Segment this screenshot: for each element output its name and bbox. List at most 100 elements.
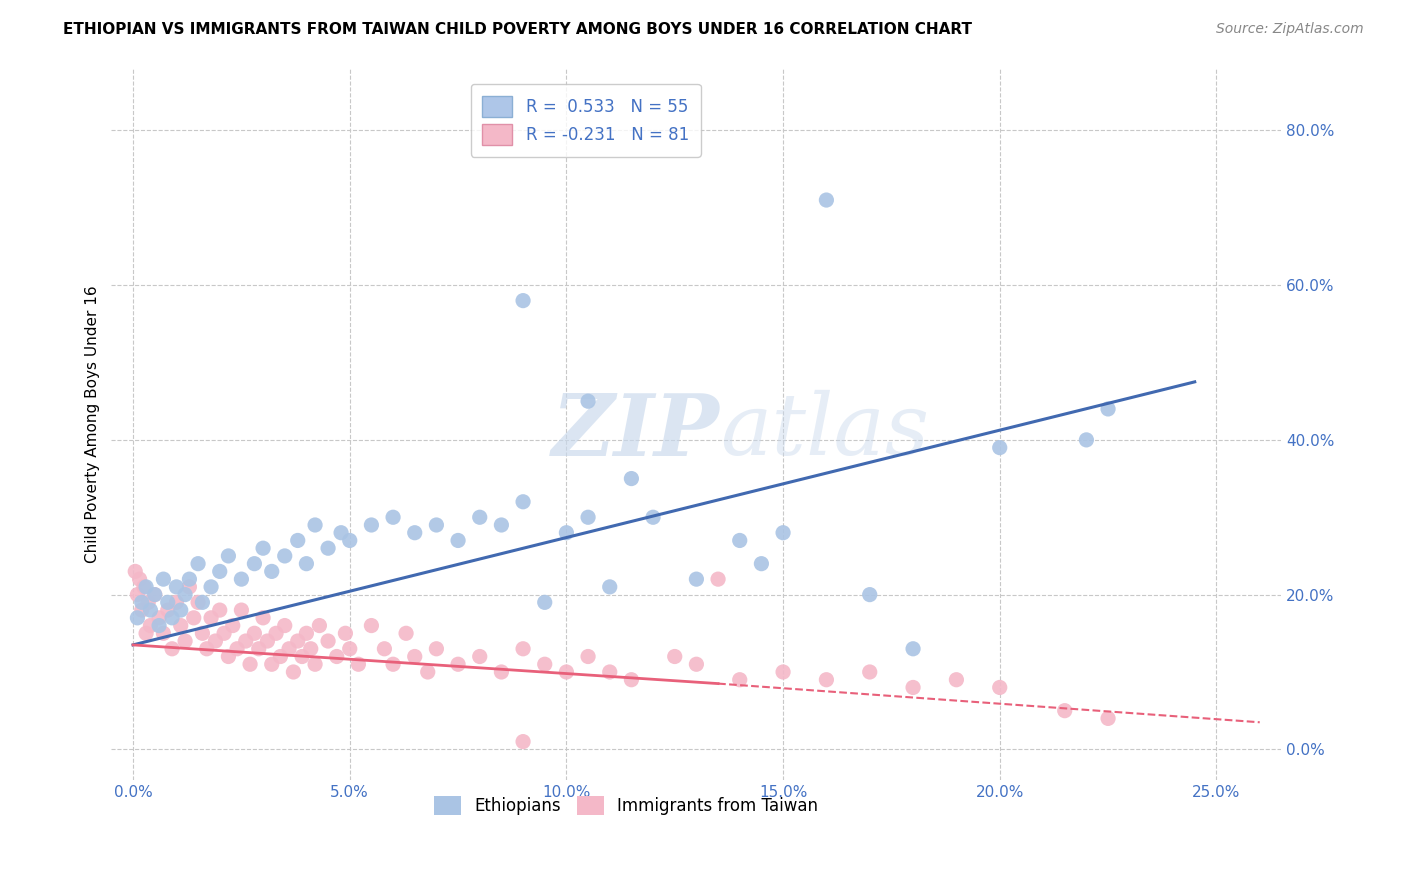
Point [165,580,187,594]
Point [208,603,231,617]
Point [316,634,339,648]
Point [127,588,149,602]
Point [128,572,150,586]
Point [360,618,382,632]
Point [664,649,686,664]
Point [316,541,339,556]
Point [576,394,599,409]
Point [728,533,751,548]
Point [404,525,426,540]
Point [859,665,882,679]
Point [191,595,214,609]
Point [945,673,967,687]
Point [243,557,266,571]
Point [274,618,297,632]
Point [360,518,382,533]
Point [339,641,361,656]
Point [222,618,245,632]
Point [304,518,326,533]
Point [208,565,231,579]
Point [512,734,534,748]
Point [308,618,330,632]
Point [143,588,166,602]
Point [447,657,470,672]
Point [235,634,257,648]
Point [468,649,491,664]
Point [131,595,153,609]
Point [685,572,707,586]
Point [815,193,838,207]
Point [620,472,643,486]
Point [599,580,621,594]
Point [533,657,555,672]
Point [339,533,361,548]
Point [555,665,578,679]
Point [447,533,470,548]
Point [247,641,270,656]
Point [252,541,274,556]
Point [988,441,1011,455]
Point [330,525,353,540]
Point [212,626,235,640]
Point [283,665,305,679]
Point [231,572,253,586]
Point [160,641,183,656]
Point [382,510,405,524]
Point [295,626,318,640]
Point [491,518,513,533]
Point [136,595,159,609]
Text: ZIP: ZIP [553,390,720,474]
Point [139,618,162,632]
Point [139,603,162,617]
Point [416,665,439,679]
Point [124,565,146,579]
Point [491,665,513,679]
Point [160,611,183,625]
Point [772,665,794,679]
Point [599,665,621,679]
Point [127,611,149,625]
Point [512,641,534,656]
Point [287,533,309,548]
Point [512,495,534,509]
Point [243,626,266,640]
Point [174,588,197,602]
Point [772,525,794,540]
Point [260,657,283,672]
Text: Source: ZipAtlas.com: Source: ZipAtlas.com [1216,22,1364,37]
Point [170,618,193,632]
Point [170,603,193,617]
Point [295,557,318,571]
Point [195,641,218,656]
Point [256,634,278,648]
Point [187,595,209,609]
Point [901,681,924,695]
Point [533,595,555,609]
Point [404,649,426,664]
Point [200,611,222,625]
Point [152,626,174,640]
Point [260,565,283,579]
Point [291,649,314,664]
Point [278,641,301,656]
Point [576,649,599,664]
Point [347,657,370,672]
Point [751,557,773,571]
Point [156,603,179,617]
Point [326,649,349,664]
Point [183,611,205,625]
Point [728,673,751,687]
Point [132,580,155,594]
Point [274,549,297,563]
Point [1097,401,1119,416]
Point [231,603,253,617]
Point [264,626,287,640]
Point [143,588,166,602]
Point [187,557,209,571]
Y-axis label: Child Poverty Among Boys Under 16: Child Poverty Among Boys Under 16 [86,285,100,563]
Point [287,634,309,648]
Point [425,641,447,656]
Point [1076,433,1098,447]
Point [707,572,730,586]
Legend: Ethiopians, Immigrants from Taiwan: Ethiopians, Immigrants from Taiwan [425,786,828,825]
